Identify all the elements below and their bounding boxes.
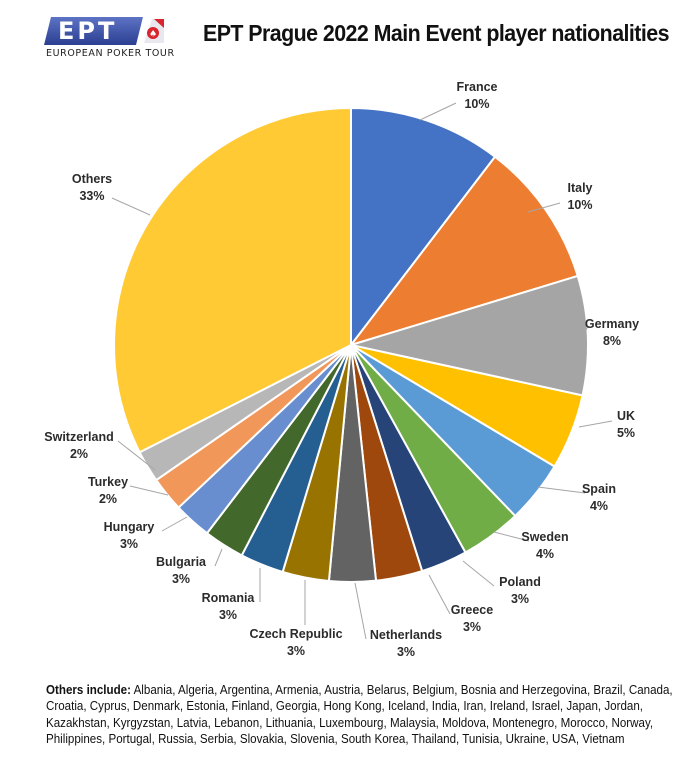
pie-slice-germany: [350, 274, 589, 397]
slice-label-name: Switzerland: [44, 430, 113, 444]
leader-line: [214, 548, 223, 567]
slice-label-percent: 2%: [70, 447, 88, 461]
slice-label-percent: 4%: [590, 499, 608, 513]
slice-label-name: UK: [617, 409, 635, 423]
logo-subtitle: EUROPEAN POKER TOUR: [46, 48, 175, 59]
chart-title: EPT Prague 2022 Main Event player nation…: [203, 20, 669, 46]
leader-line: [419, 102, 457, 121]
footnote-country-list: Albania, Algeria, Argentina, Armenia, Au…: [46, 683, 673, 747]
slice-label-percent: 3%: [120, 537, 138, 551]
slice-label-percent: 3%: [287, 644, 305, 658]
leader-line: [585, 325, 589, 331]
slice-label-percent: 3%: [397, 645, 415, 659]
slice-label-percent: 3%: [172, 572, 190, 586]
slice-label-percent: 8%: [603, 334, 621, 348]
slice-label-percent: 3%: [511, 592, 529, 606]
slice-label-percent: 3%: [219, 608, 237, 622]
leader-line: [428, 574, 451, 615]
slice-label-name: Hungary: [104, 520, 155, 534]
slice-label-name: Spain: [582, 482, 616, 496]
leader-line: [462, 560, 495, 587]
slice-label-name: Germany: [585, 317, 639, 331]
slice-label-name: Bulgaria: [156, 555, 207, 569]
ept-logo: EPT ♠ EUROPEAN POKER TOUR: [44, 17, 174, 61]
slice-label-percent: 4%: [536, 547, 554, 561]
leader-lines: [111, 102, 613, 640]
leader-line: [493, 531, 530, 542]
slice-label-percent: 33%: [79, 189, 104, 203]
slice-label-name: Italy: [567, 181, 592, 195]
leader-line: [578, 420, 613, 428]
pie-slice-others: [113, 107, 352, 454]
slice-labels: France 10% Italy 10% Germany 8% UK 5% Spain 4% Swe…: [44, 80, 639, 659]
pie-slice-france: [350, 107, 497, 346]
slice-label-name: Sweden: [521, 530, 568, 544]
slice-label-name: Czech Republic: [249, 627, 342, 641]
leader-line: [354, 582, 367, 640]
slice-label-name: France: [457, 80, 498, 94]
leader-line: [117, 440, 156, 471]
slice-label-name: Others: [72, 172, 112, 186]
slice-label-name: Turkey: [88, 475, 128, 489]
leader-line: [129, 485, 169, 496]
leader-line: [161, 516, 188, 532]
logo-text: EPT: [58, 17, 118, 45]
slice-label-percent: 10%: [567, 198, 592, 212]
slice-label-percent: 10%: [464, 97, 489, 111]
leader-line: [111, 197, 151, 216]
pie-chart: France 10% Italy 10% Germany 8% UK 5% Spain 4% Swe…: [44, 80, 639, 659]
slice-label-percent: 3%: [463, 620, 481, 634]
slice-label-percent: 2%: [99, 492, 117, 506]
slice-label-name: Poland: [499, 575, 541, 589]
others-footnote: Others include: Albania, Algeria, Argent…: [46, 682, 681, 748]
pie-slices: [113, 107, 589, 583]
slice-label-name: Romania: [202, 591, 256, 605]
slice-label-name: Greece: [451, 603, 493, 617]
slice-label-percent: 5%: [617, 426, 635, 440]
leader-line: [537, 486, 586, 494]
leader-line: [527, 202, 561, 213]
svg-text:♠: ♠: [149, 30, 157, 40]
slice-label-name: Netherlands: [370, 628, 442, 642]
footnote-heading: Others include:: [46, 683, 131, 697]
pie-slice-italy: [350, 155, 579, 346]
poker-spade-icon: ♠: [144, 19, 164, 43]
